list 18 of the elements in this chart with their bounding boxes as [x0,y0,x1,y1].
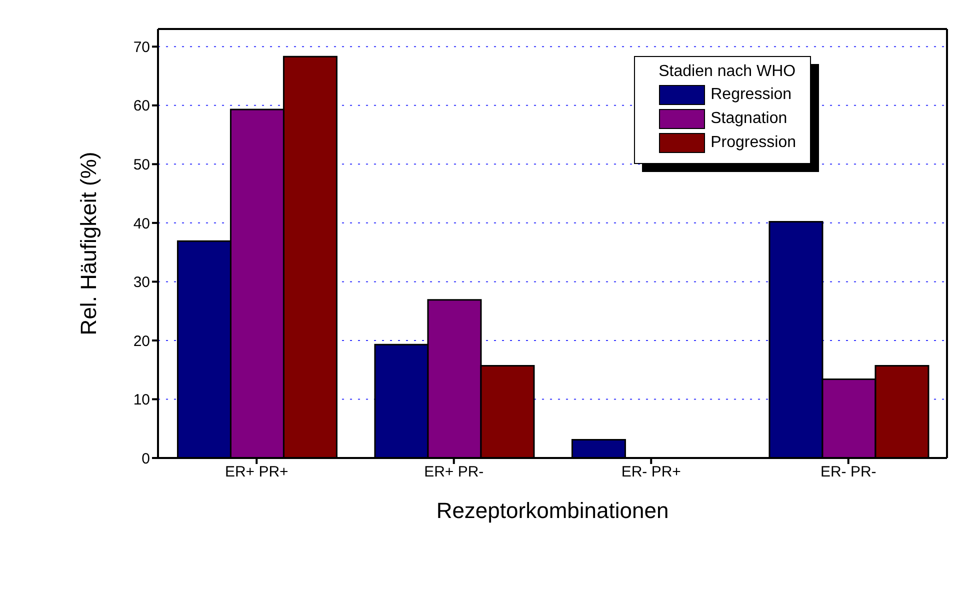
y-axis-title: Rel. Häufigkeit (%) [76,152,101,336]
x-tick-label: ER- PR- [820,464,876,481]
legend-title: Stadien nach WHO [658,63,796,81]
x-tick-label: ER+ PR+ [224,464,289,481]
legend-label: Regression [710,86,792,104]
legend-label: Progression [710,134,796,152]
x-tick-label: ER+ PR- [424,464,484,481]
y-tick-label: 60 [133,98,150,115]
y-tick-label: 40 [133,215,150,232]
x-axis-title: Rezeptorkombinationen [436,498,669,523]
y-tick-label: 10 [133,392,150,409]
y-tick-label: 0 [142,450,150,468]
y-tick-label: 70 [133,38,150,56]
x-tick-label: ER- PR+ [621,464,682,481]
y-tick-label: 30 [133,274,150,292]
y-tick-label: 20 [133,332,150,350]
legend-label: Stagnation [710,110,788,128]
y-tick-label: 50 [133,156,150,174]
